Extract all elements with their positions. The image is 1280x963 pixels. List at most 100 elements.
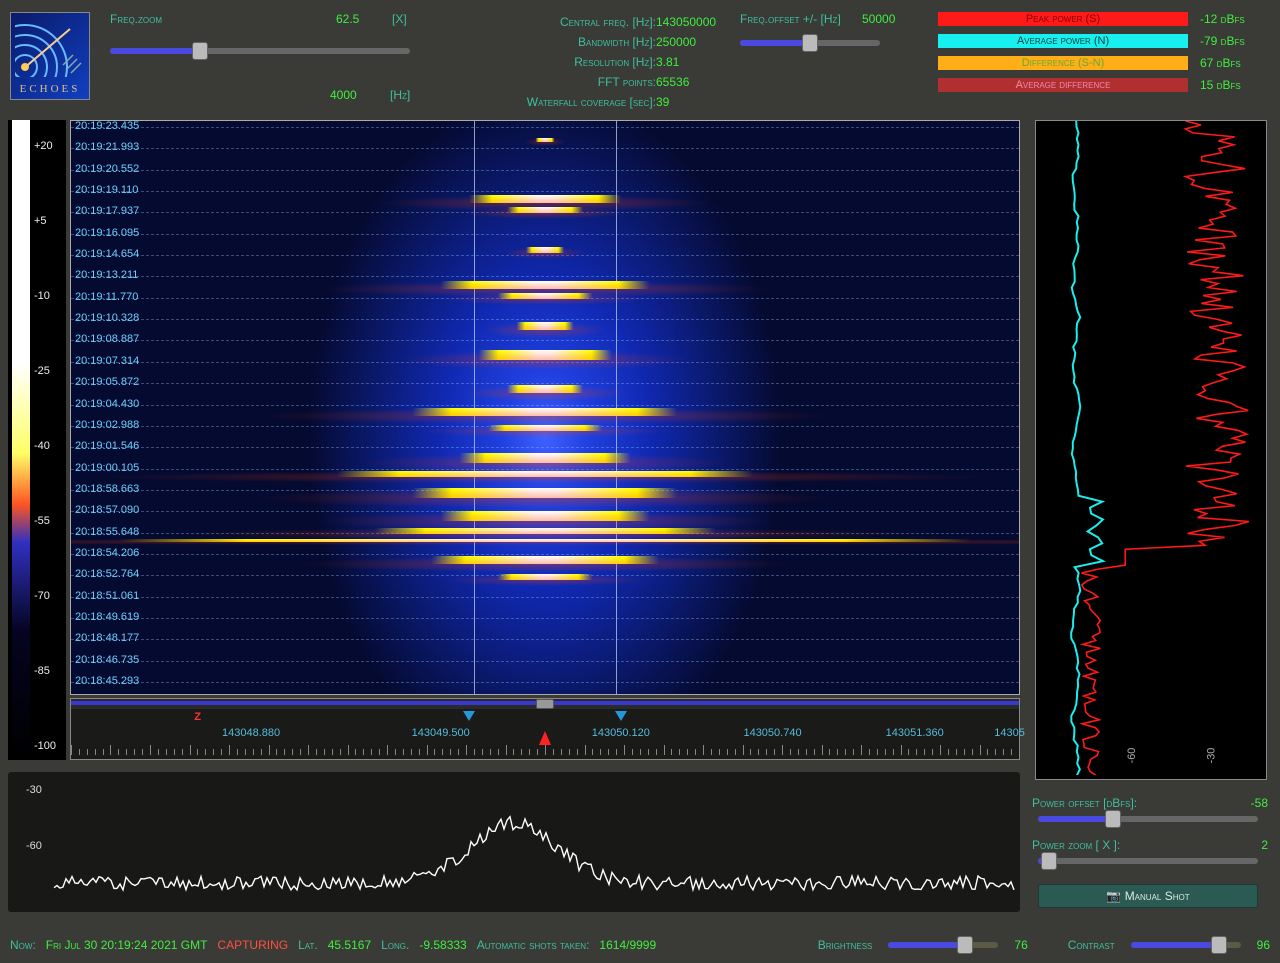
power-legend-value: -12 dBfs (1200, 12, 1245, 26)
waterfall-timestamp: 20:18:54.206 (75, 547, 139, 559)
power-legend-bar: Difference (S-N) (938, 56, 1188, 70)
freq-axis-label: 143049.500 (412, 727, 470, 739)
power-zoom-slider[interactable] (1038, 858, 1258, 864)
frequency-axis[interactable]: 143048.880 143049.500 143050.120 143050.740… (70, 698, 1020, 760)
waterfall-timestamp: 20:19:08.887 (75, 333, 139, 345)
waterfall-timestamp: 20:18:52.764 (75, 568, 139, 580)
svg-text:-30: -30 (1205, 748, 1217, 764)
shots-value: 1614/9999 (599, 938, 656, 952)
waterfall-timestamp: 20:19:19.110 (75, 184, 138, 196)
waterfall-timestamp: 20:19:04.430 (75, 398, 139, 410)
signal-burst (441, 281, 650, 289)
freq-zoom-label: Freq.zoom (110, 12, 162, 26)
central-freq-value: 143050000 (656, 12, 728, 32)
signal-burst (498, 293, 593, 299)
freq-axis-label: 14305 (994, 727, 1025, 739)
fft-points-value: 65536 (656, 72, 728, 92)
power-zoom-label: Power zoom [ X ]: (1032, 838, 1120, 852)
waterfall-timestamp: 20:18:58.663 (75, 483, 139, 495)
waterfall-timestamp: 20:18:48.177 (75, 632, 139, 644)
manual-shot-label: Manual Shot (1125, 889, 1190, 903)
spectrum-plot: -30 -60 (8, 772, 1020, 912)
signal-burst (441, 511, 650, 521)
scale-label: -40 (34, 440, 50, 452)
freq-cursor-left[interactable] (463, 711, 475, 721)
waterfall-timestamp: 20:18:45.293 (75, 675, 139, 687)
signal-burst (488, 425, 602, 431)
freq-scrollbar[interactable] (71, 699, 1019, 709)
scale-label: -55 (34, 515, 50, 527)
power-legend-value: 15 dBfs (1200, 78, 1241, 92)
brightness-value: 76 (1014, 938, 1027, 952)
signal-burst (431, 556, 659, 564)
power-offset-slider[interactable] (1038, 816, 1258, 822)
scale-label: -70 (34, 590, 50, 602)
waterfall-timestamp: 20:18:49.619 (75, 611, 139, 623)
long-label: Long. (381, 938, 409, 952)
signal-burst (498, 574, 593, 580)
waterfall-timestamp: 20:18:51.061 (75, 590, 139, 602)
freq-offset-label: Freq.offset +/- [Hz] (740, 12, 841, 26)
signal-burst (412, 408, 677, 416)
resolution-label: Resolution [Hz]: (574, 55, 656, 69)
spectrum-y-label: -60 (26, 840, 42, 852)
power-zoom-value: 2 (1261, 838, 1268, 852)
scale-label: -100 (34, 740, 56, 752)
brightness-slider[interactable] (888, 942, 998, 948)
freq-zoom-unit: [X] (392, 12, 407, 26)
bandwidth-value: 250000 (656, 32, 728, 52)
now-label: Now: (10, 938, 36, 952)
waterfall-timestamp: 20:19:16.095 (75, 227, 139, 239)
hz-value: 4000 (330, 88, 357, 102)
long-value: -9.58333 (419, 938, 466, 952)
contrast-slider[interactable] (1131, 942, 1241, 948)
signal-burst (336, 471, 753, 477)
freq-marker-z: Z (194, 711, 201, 723)
signal-burst (412, 488, 677, 498)
scale-label: -10 (34, 290, 50, 302)
signal-burst (479, 350, 612, 360)
freq-axis-label: 143050.740 (743, 727, 801, 739)
manual-shot-button[interactable]: 📷 Manual Shot (1038, 884, 1258, 908)
capturing-status: CAPTURING (217, 938, 288, 952)
power-offset-value: -58 (1251, 796, 1268, 810)
waterfall-timestamp: 20:19:21.993 (75, 141, 139, 153)
freq-zoom-value: 62.5 (336, 12, 359, 26)
waterfall-timestamp: 20:19:10.328 (75, 312, 139, 324)
power-time-plot: -60-30 (1035, 120, 1267, 780)
power-offset-label: Power offset [dBfs]: (1032, 796, 1137, 810)
waterfall-timestamp: 20:18:55.648 (75, 526, 139, 538)
now-value: Fri Jul 30 20:19:24 2021 GMT (46, 938, 208, 952)
freq-offset-slider[interactable] (740, 40, 880, 46)
signal-burst (118, 539, 971, 542)
scale-label: +20 (34, 140, 53, 152)
spectrum-y-label: -30 (26, 784, 42, 796)
bandwidth-label: Bandwidth [Hz]: (578, 35, 656, 49)
status-bar: Now: Fri Jul 30 20:19:24 2021 GMT CAPTUR… (0, 927, 1280, 963)
brightness-label: Brightness (818, 938, 873, 952)
power-legend-bar: Average difference (938, 78, 1188, 92)
waterfall-timestamp: 20:19:07.314 (75, 355, 139, 367)
waterfall-timestamp: 20:19:00.105 (75, 462, 139, 474)
waterfall-timestamp: 20:19:14.654 (75, 248, 139, 260)
signal-burst (517, 322, 574, 330)
app-logo: ECHOES (10, 12, 90, 100)
waterfall-display[interactable]: 20:19:23.43520:19:21.99320:19:20.55220:1… (70, 120, 1020, 695)
freq-offset-value: 50000 (862, 12, 895, 26)
freq-cursor-center[interactable] (539, 731, 551, 745)
waterfall-timestamp: 20:19:01.546 (75, 440, 139, 452)
lat-label: Lat. (298, 938, 318, 952)
freq-axis-label: 143050.120 (592, 727, 650, 739)
signal-burst (507, 207, 583, 213)
app-logo-text: ECHOES (11, 83, 89, 99)
signal-burst (374, 528, 715, 534)
fft-points-label: FFT points: (598, 75, 656, 89)
waterfall-timestamp: 20:19:11.770 (75, 291, 138, 303)
camera-icon: 📷 (1106, 889, 1121, 903)
shots-label: Automatic shots taken: (477, 938, 590, 952)
freq-cursor-right[interactable] (615, 711, 627, 721)
freq-zoom-slider[interactable] (110, 48, 410, 54)
waterfall-timestamp: 20:19:17.937 (75, 205, 139, 217)
signal-burst (507, 385, 583, 393)
freq-axis-label: 143048.880 (222, 727, 280, 739)
